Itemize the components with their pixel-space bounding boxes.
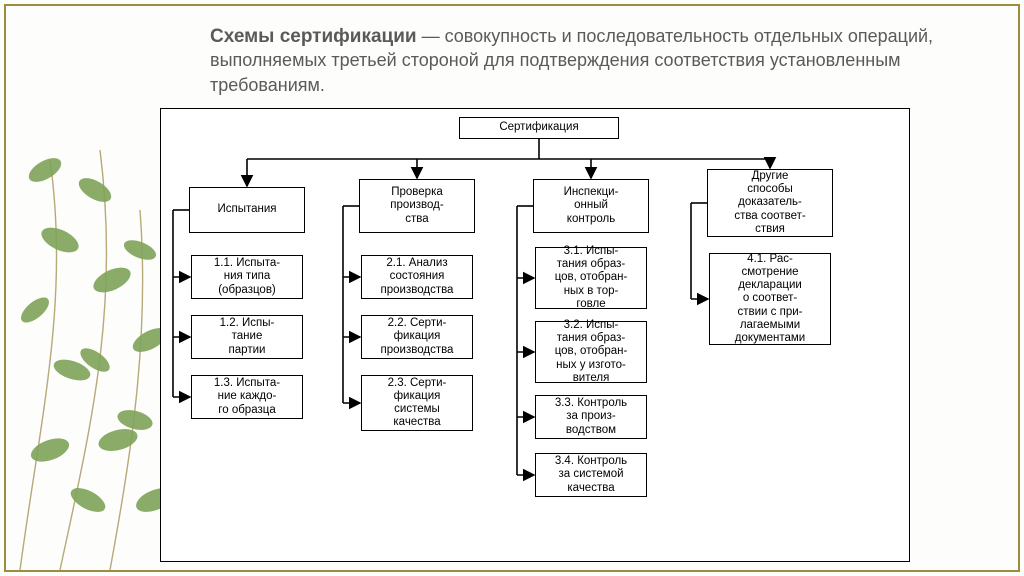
item-1-0: 2.1. Анализ состояния производства: [361, 255, 473, 299]
col-header-2: Инспекци- онный контроль: [533, 179, 649, 233]
item-0-0: 1.1. Испыта- ния типа (образцов): [191, 255, 303, 299]
item-2-3: 3.4. Контроль за системой качества: [535, 453, 647, 497]
root-box: Сертификация: [459, 117, 619, 139]
item-3-0: 4.1. Рас- смотрение декларации о соответ…: [709, 253, 831, 345]
item-0-1: 1.2. Испы- тание партии: [191, 315, 303, 359]
item-1-1: 2.2. Серти- фикация производства: [361, 315, 473, 359]
col-header-1: Проверка производ- ства: [359, 179, 475, 233]
item-2-2: 3.3. Контроль за произ- водством: [535, 395, 647, 439]
item-2-1: 3.2. Испы- тания образ- цов, отобран- ны…: [535, 321, 647, 383]
text-block: Схемы сертификации — совокупность и посл…: [210, 24, 1000, 111]
heading: Схемы сертификации: [210, 26, 417, 47]
item-1-2: 2.3. Серти- фикация системы качества: [361, 375, 473, 431]
certification-diagram: Сертификация Испытания 1.1. Испыта- ния ти…: [160, 108, 910, 562]
item-2-0: 3.1. Испы- тания образ- цов, отобран- ны…: [535, 247, 647, 309]
col-header-0: Испытания: [189, 187, 305, 233]
item-0-2: 1.3. Испыта- ние каждо- го образца: [191, 375, 303, 419]
col-header-3: Другие способы доказатель- ства соответ-…: [707, 169, 833, 237]
